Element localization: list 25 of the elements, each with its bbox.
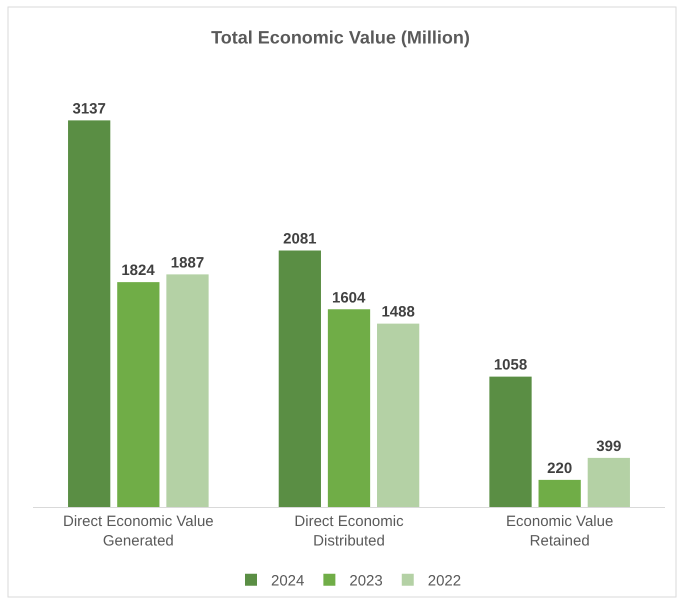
chart-title: Total Economic Value (Million)	[211, 27, 470, 48]
data-label: 220	[547, 460, 572, 477]
data-label: 2081	[283, 230, 317, 248]
bar	[489, 376, 532, 507]
data-label: 399	[596, 438, 622, 455]
data-label: 3137	[72, 100, 106, 118]
bar	[588, 458, 630, 507]
x-tick-label: Direct Economic Value Generated	[63, 513, 214, 550]
data-label: 1604	[332, 289, 366, 306]
bar	[328, 309, 370, 507]
bar	[117, 282, 160, 507]
bar	[166, 274, 209, 507]
legend-label: 2022	[428, 572, 462, 590]
legend-label: 2024	[271, 572, 304, 590]
data-label: 1824	[121, 262, 156, 280]
data-label: 1488	[381, 304, 415, 321]
data-label: 1058	[494, 356, 528, 374]
data-label: 1887	[170, 254, 204, 272]
bar	[68, 120, 110, 507]
legend-label: 2023	[349, 572, 383, 590]
bar	[377, 324, 420, 507]
x-tick-label: Economic Value Retained	[506, 513, 614, 550]
bar	[538, 480, 581, 507]
x-tick-label: Direct Economic Distributed	[294, 513, 404, 550]
bar	[278, 250, 321, 507]
